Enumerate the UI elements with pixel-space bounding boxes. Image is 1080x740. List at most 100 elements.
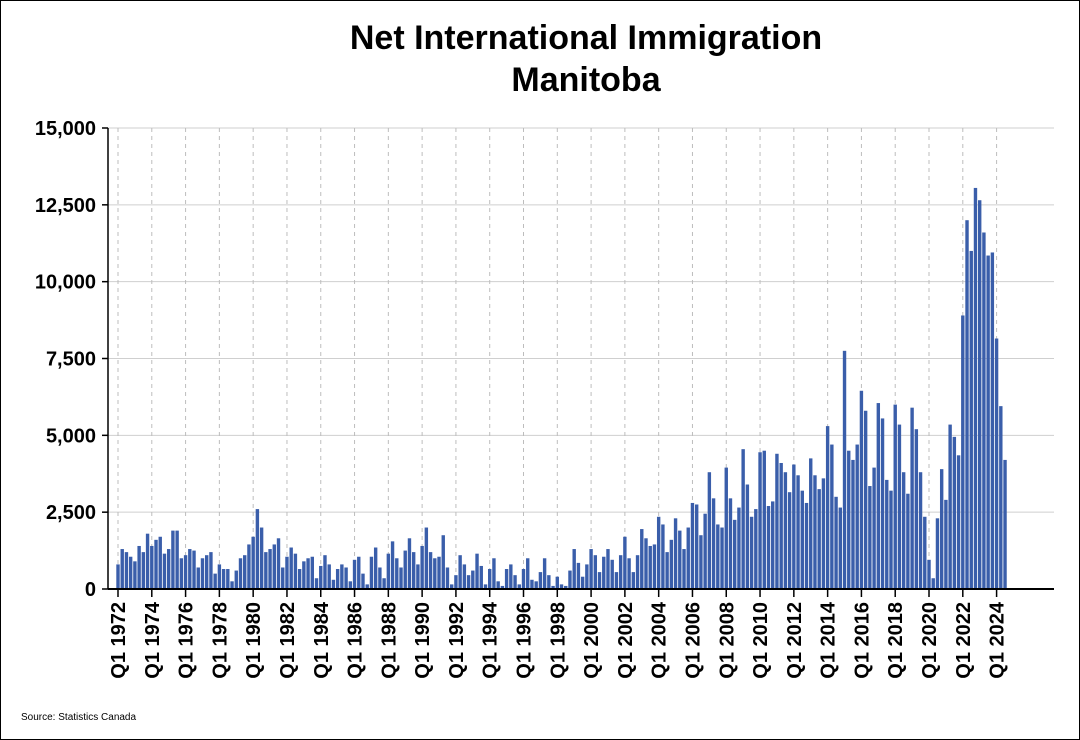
bar [517, 584, 521, 589]
bar [618, 555, 623, 589]
y-tick-label: 7,500 [46, 349, 96, 371]
x-tick-label: Q1 1984 [311, 601, 333, 679]
bar [243, 555, 247, 589]
bar [179, 558, 184, 589]
bar [428, 552, 433, 589]
bar [538, 572, 543, 589]
bar [939, 469, 944, 589]
bar [230, 581, 234, 589]
bar [813, 475, 817, 589]
bar [733, 519, 737, 589]
bar [754, 509, 758, 589]
x-tick-label: Q1 2010 [750, 602, 772, 679]
x-tick-label: Q1 1992 [446, 602, 468, 679]
bar [969, 250, 973, 589]
bar [196, 567, 200, 589]
bar [830, 444, 834, 589]
chart-title-line-1: Net International Immigration [349, 19, 823, 57]
bar [627, 558, 631, 589]
bar [526, 558, 530, 589]
bar [585, 564, 589, 589]
bar [589, 549, 593, 589]
bar [534, 581, 538, 589]
bar [238, 558, 243, 589]
bar [876, 403, 881, 589]
bar [779, 462, 783, 589]
bar [289, 547, 293, 589]
bar [395, 558, 399, 589]
bar [116, 564, 120, 589]
bar [509, 564, 513, 589]
bar [344, 567, 348, 589]
bar [411, 552, 416, 589]
bar [150, 545, 154, 589]
bar [568, 570, 572, 589]
bar [323, 555, 327, 589]
bar [382, 578, 386, 589]
bar [825, 426, 830, 589]
x-tick-label: Q1 1996 [514, 602, 536, 679]
bar [927, 559, 931, 589]
bar [868, 486, 872, 589]
bar [631, 572, 636, 589]
bar [365, 584, 369, 589]
bar [855, 444, 859, 589]
bar [707, 472, 712, 589]
bar [551, 585, 555, 589]
bar [944, 499, 948, 589]
x-tick-label: Q1 2022 [953, 602, 975, 679]
x-tick-label: Q1 1986 [345, 602, 367, 679]
bar [183, 555, 188, 589]
bar [445, 567, 450, 589]
bar [209, 552, 213, 589]
bar [171, 530, 175, 589]
bar [809, 458, 813, 589]
bar [530, 579, 534, 589]
bar [450, 584, 454, 589]
bar [838, 507, 842, 589]
y-tick-label: 0 [85, 579, 96, 601]
bar [923, 516, 927, 589]
bar [834, 496, 838, 589]
bar [454, 575, 458, 589]
x-tick-label: Q1 2014 [818, 601, 840, 679]
bar [386, 553, 391, 589]
bar [458, 555, 462, 589]
bar [433, 558, 437, 589]
x-tick-label: Q1 1972 [108, 602, 130, 679]
bar [986, 255, 990, 590]
bar [331, 579, 336, 589]
bar [699, 535, 703, 589]
bar [716, 524, 720, 589]
x-tick-label: Q1 2008 [716, 602, 738, 679]
x-tick-label: Q1 1980 [243, 602, 265, 679]
bar [483, 584, 488, 589]
bar [319, 565, 323, 589]
bar [175, 530, 179, 589]
bar [128, 556, 133, 589]
bar [500, 585, 505, 589]
bar [416, 564, 420, 589]
bar [842, 350, 847, 589]
bar [259, 527, 264, 589]
bar [496, 581, 500, 589]
bar [623, 536, 627, 589]
bar [635, 555, 640, 589]
bar [863, 410, 868, 589]
bar [720, 527, 724, 589]
bar [466, 575, 471, 589]
bar [234, 570, 238, 589]
bar [885, 479, 889, 589]
bar [817, 489, 821, 589]
bar [771, 501, 775, 589]
bar [475, 553, 479, 589]
x-tick-label: Q1 1974 [142, 601, 164, 679]
bar [775, 453, 779, 589]
bar [914, 429, 919, 589]
bar [373, 547, 378, 589]
bar [369, 556, 374, 589]
bar [488, 569, 492, 589]
x-tick-label: Q1 2004 [649, 601, 671, 679]
bar [352, 559, 357, 589]
